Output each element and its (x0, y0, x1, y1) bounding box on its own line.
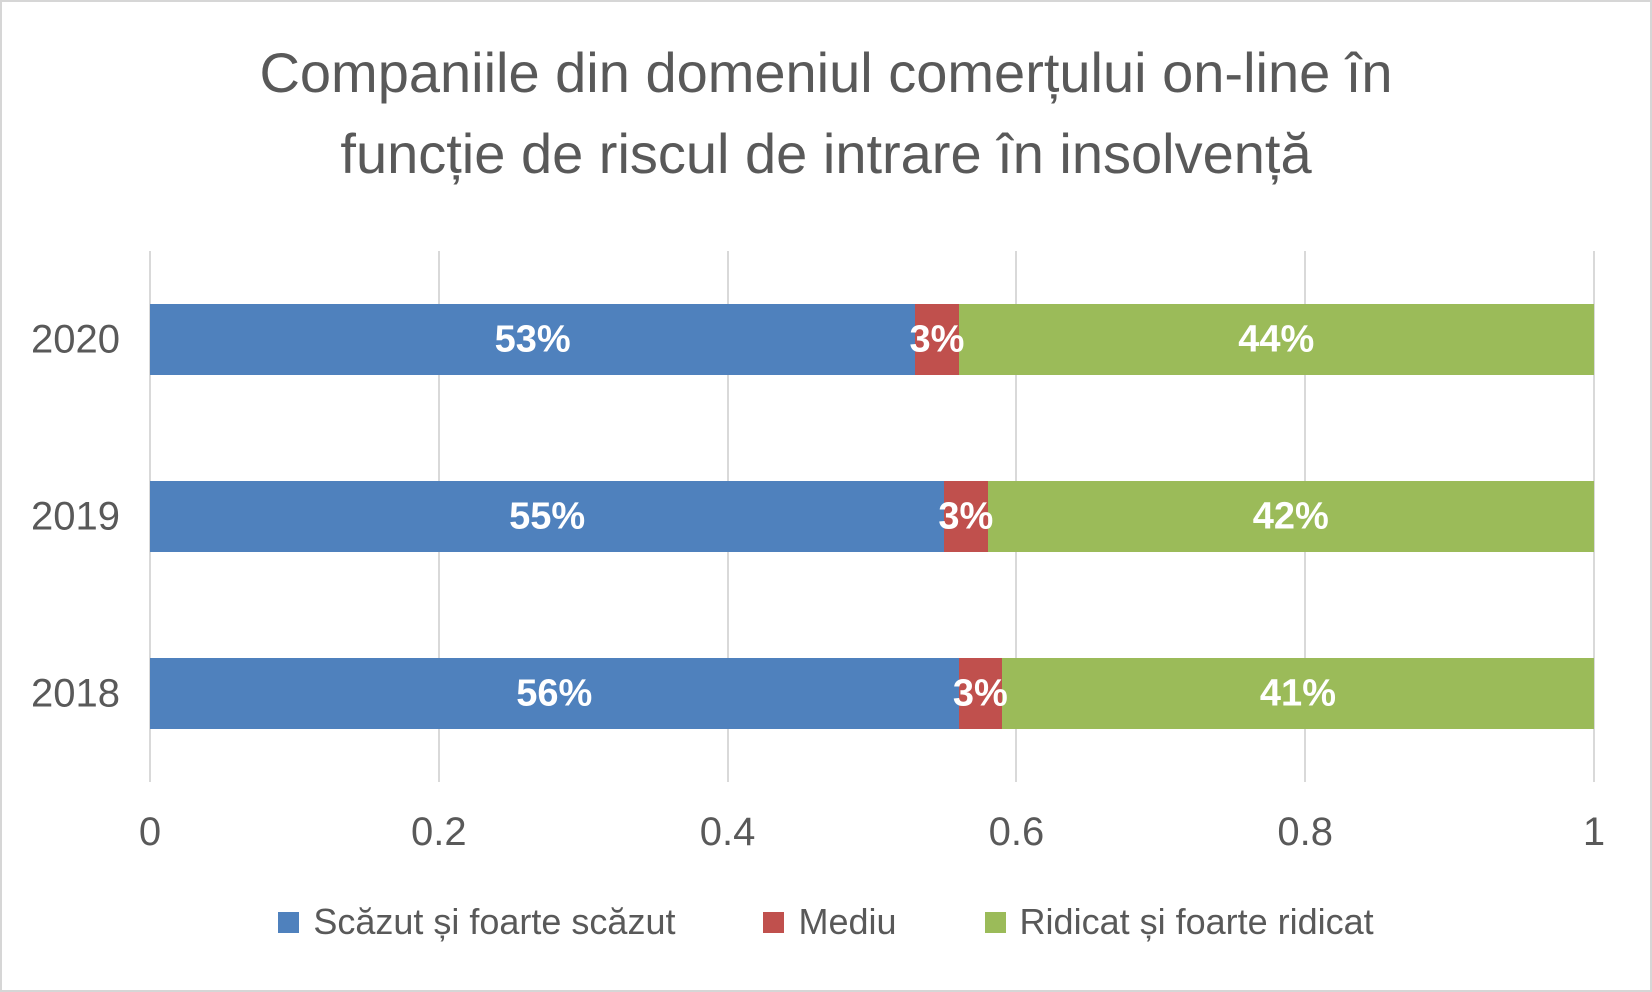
x-axis-tick-label-0.6: 0.6 (988, 810, 1045, 854)
bar-value-label: 3% (909, 318, 965, 360)
chart-title-line-1: Companiile din domeniul comerțului on-li… (259, 41, 1393, 104)
bar-segment-2018-2[interactable]: 3% (953, 658, 1008, 729)
bar-segment-2019-3[interactable]: 42% (987, 481, 1594, 552)
chart-title: Companiile din domeniul comerțului on-li… (2, 32, 1650, 194)
bar-value-label: 42% (1252, 495, 1329, 537)
legend-label: Ridicat și foarte ridicat (1019, 901, 1374, 942)
legend: Scăzut și foarte scăzut Mediu Ridicat și f… (2, 896, 1650, 948)
legend-label: Mediu (798, 901, 897, 942)
bar-segment-2018-3[interactable]: 41% (1001, 658, 1594, 729)
x-axis-tick-label-1: 1 (1582, 810, 1606, 854)
bar-row-2019: 55% 3% 42% (150, 481, 1594, 552)
bar-value-label: 41% (1259, 672, 1336, 714)
y-axis-label-2018: 2018 (31, 671, 120, 715)
bar-segment-2019-2[interactable]: 3% (938, 481, 993, 552)
x-axis-tick-label-0.8: 0.8 (1277, 810, 1333, 854)
legend-item-2[interactable]: Mediu (763, 901, 897, 943)
legend-swatch-icon (984, 911, 1006, 933)
bar-segment-2020-2[interactable]: 3% (910, 304, 964, 375)
bar-segment-2019-1[interactable]: 55% (150, 481, 945, 552)
gridline-1 (1593, 251, 1595, 782)
bar-value-label: 3% (938, 495, 994, 537)
bar-value-label: 56% (516, 672, 593, 714)
bar-segment-2020-3[interactable]: 44% (958, 304, 1594, 375)
legend-item-1[interactable]: Scăzut și foarte scăzut (278, 901, 675, 943)
y-axis-label-2020: 2020 (31, 317, 120, 361)
chart-title-line-2: funcție de riscul de intrare în insolven… (340, 122, 1312, 185)
bar-value-label: 53% (494, 318, 571, 360)
bar-row-2020: 53% 3% 44% (150, 304, 1594, 375)
legend-swatch-icon (763, 911, 785, 933)
legend-item-3[interactable]: Ridicat și foarte ridicat (984, 901, 1374, 943)
legend-label: Scăzut și foarte scăzut (313, 901, 676, 942)
bar-value-label: 55% (509, 495, 586, 537)
x-axis-tick-label-0.4: 0.4 (699, 810, 756, 854)
bar-segment-2020-1[interactable]: 53% (150, 304, 916, 375)
x-axis-tick-label-0.2: 0.2 (410, 810, 467, 854)
x-axis-tick-label-0: 0 (138, 810, 162, 854)
bar-value-label: 44% (1238, 318, 1315, 360)
bar-value-label: 3% (952, 672, 1008, 714)
x-axis-ticks: 0 0.2 0.4 0.6 0.8 1 (139, 808, 1605, 856)
y-axis-label-2019: 2019 (31, 494, 120, 538)
plot-area: 53% 3% 44% 55% 3% 42% 56% 3% 41% (149, 251, 1595, 782)
y-axis-labels: 2020 2019 2018 (2, 251, 120, 782)
bar-row-2018: 56% 3% 41% (150, 658, 1594, 729)
bar-segment-2018-1[interactable]: 56% (150, 658, 959, 729)
legend-swatch-icon (278, 911, 300, 933)
